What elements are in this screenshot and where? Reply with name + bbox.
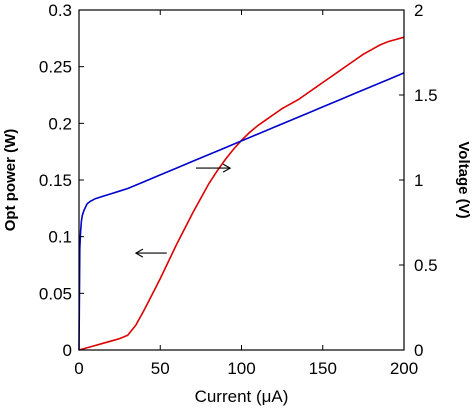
- left-tick-label: 0.15: [39, 171, 72, 190]
- plot-frame: [78, 9, 405, 351]
- x-tick-label: 150: [309, 359, 337, 378]
- left-tick-label: 0.25: [39, 58, 72, 77]
- x-axis-title: Current (μA): [195, 387, 289, 406]
- voltage-arrow-head: [222, 163, 232, 173]
- optical-power-line: [78, 36, 405, 351]
- left-tick-label: 0.05: [39, 284, 72, 303]
- x-tick-label: 200: [390, 359, 418, 378]
- left-tick-label: 0: [63, 341, 72, 360]
- left-axis-title: Opt power (W): [2, 129, 19, 231]
- right-tick-label: 0: [414, 341, 423, 360]
- x-tick-label: 50: [151, 359, 170, 378]
- right-tick-label: 2: [414, 1, 423, 20]
- right-axis-title: Voltage (V): [455, 141, 472, 218]
- plot-area: [78, 36, 405, 351]
- right-tick-label: 1.5: [414, 86, 438, 105]
- left-tick-label: 0.2: [48, 114, 72, 133]
- right-tick-label: 0.5: [414, 256, 438, 275]
- voltage-line: [78, 72, 405, 351]
- x-tick-label: 0: [74, 359, 83, 378]
- left-tick-label: 0.1: [48, 228, 72, 247]
- left-tick-label: 0.3: [48, 1, 72, 20]
- x-tick-label: 100: [227, 359, 255, 378]
- axes: 0 50 100 150 20000.050.10.150.20.250.300.511…: [39, 1, 438, 378]
- power-arrow-head: [134, 248, 144, 258]
- right-tick-label: 1: [414, 171, 423, 190]
